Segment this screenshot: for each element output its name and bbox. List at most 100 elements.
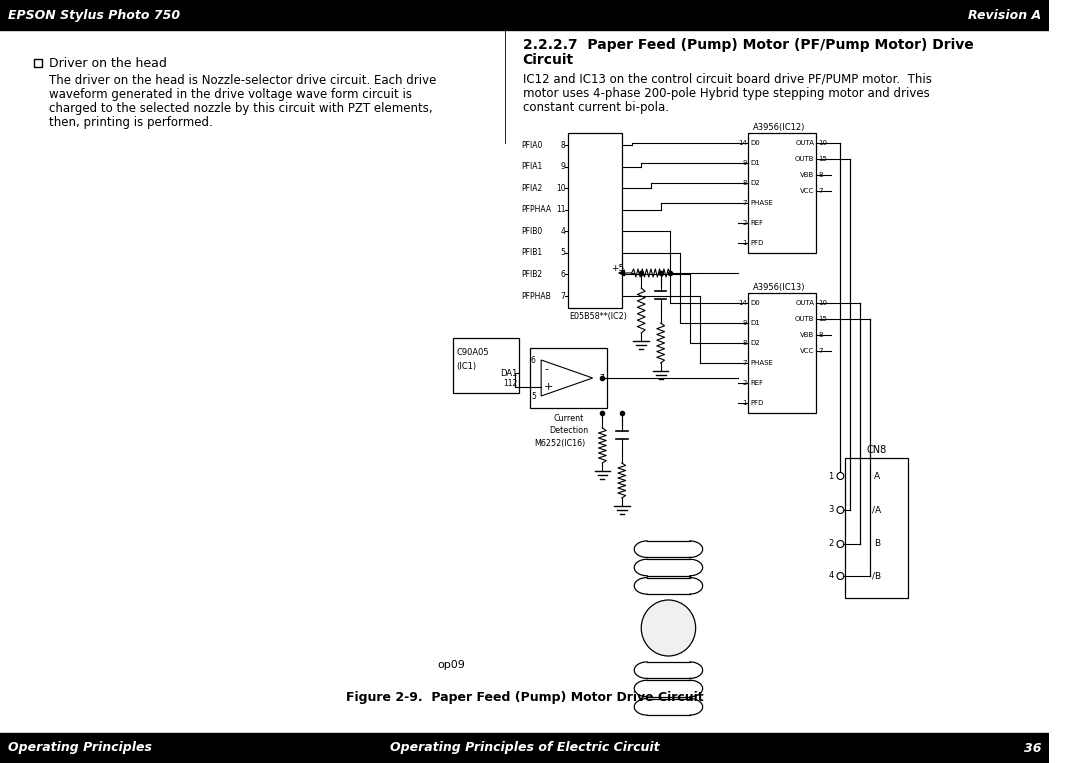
Text: /B: /B bbox=[873, 571, 881, 581]
Text: 4: 4 bbox=[828, 571, 834, 581]
Text: Rotor: Rotor bbox=[656, 623, 681, 633]
Text: 9: 9 bbox=[561, 162, 566, 171]
Text: then, printing is performed.: then, printing is performed. bbox=[49, 115, 213, 128]
Text: 6: 6 bbox=[531, 356, 536, 365]
Circle shape bbox=[837, 540, 843, 548]
Text: 3: 3 bbox=[828, 506, 834, 514]
Text: 8: 8 bbox=[743, 180, 747, 186]
Text: 14: 14 bbox=[739, 300, 747, 306]
Text: 8: 8 bbox=[743, 340, 747, 346]
Text: D2: D2 bbox=[750, 340, 759, 346]
Text: 2: 2 bbox=[828, 539, 834, 549]
Bar bbox=[568, 133, 622, 308]
Text: 9: 9 bbox=[743, 160, 747, 166]
Text: E05B58**(IC2): E05B58**(IC2) bbox=[569, 311, 627, 320]
Text: Operating Principles of Electric Circuit: Operating Principles of Electric Circuit bbox=[390, 742, 660, 755]
Text: 7: 7 bbox=[561, 291, 566, 301]
Text: PFIB0: PFIB0 bbox=[522, 227, 543, 236]
Bar bbox=[0, 733, 1050, 763]
Text: 1: 1 bbox=[743, 400, 747, 406]
Bar bbox=[846, 458, 908, 598]
Text: PFIA2: PFIA2 bbox=[522, 184, 543, 192]
Text: A3956(IC12): A3956(IC12) bbox=[753, 123, 806, 131]
Text: constant current bi-pola.: constant current bi-pola. bbox=[523, 101, 669, 114]
Text: charged to the selected nozzle by this circuit with PZT elements,: charged to the selected nozzle by this c… bbox=[49, 101, 432, 114]
Text: 2: 2 bbox=[743, 380, 747, 386]
Text: PFIB2: PFIB2 bbox=[522, 270, 543, 279]
Text: 15: 15 bbox=[818, 156, 827, 162]
Text: /A: /A bbox=[873, 506, 881, 514]
Text: Detection: Detection bbox=[549, 426, 588, 434]
Text: 6: 6 bbox=[561, 270, 566, 279]
Text: Revision A: Revision A bbox=[969, 8, 1041, 21]
Text: VBB: VBB bbox=[800, 172, 814, 178]
Text: OUTB: OUTB bbox=[795, 316, 814, 322]
Text: REF: REF bbox=[750, 380, 764, 386]
Text: VCC: VCC bbox=[800, 188, 814, 194]
Text: PFD: PFD bbox=[750, 400, 764, 406]
Bar bbox=[748, 133, 816, 253]
Text: CN8: CN8 bbox=[867, 445, 887, 455]
Text: PFPHAB: PFPHAB bbox=[522, 291, 552, 301]
Text: 5: 5 bbox=[531, 391, 536, 401]
Text: D1: D1 bbox=[750, 320, 760, 326]
Text: 14: 14 bbox=[739, 140, 747, 146]
Text: A: A bbox=[874, 472, 880, 481]
Text: 8: 8 bbox=[818, 332, 823, 338]
Text: DA1: DA1 bbox=[500, 369, 517, 378]
Text: 2.2.2.7  Paper Feed (Pump) Motor (PF/Pump Motor) Drive: 2.2.2.7 Paper Feed (Pump) Motor (PF/Pump… bbox=[523, 38, 973, 52]
Text: D0: D0 bbox=[750, 140, 760, 146]
Bar bbox=[529, 348, 607, 408]
Text: OUTA: OUTA bbox=[795, 300, 814, 306]
Circle shape bbox=[837, 507, 843, 513]
Text: Figure 2-9.  Paper Feed (Pump) Motor Drive Circuit: Figure 2-9. Paper Feed (Pump) Motor Driv… bbox=[346, 691, 703, 704]
Text: 7: 7 bbox=[818, 348, 823, 354]
Text: D2: D2 bbox=[750, 180, 759, 186]
Text: Operating Principles: Operating Principles bbox=[8, 742, 152, 755]
Text: 11: 11 bbox=[556, 205, 566, 214]
Text: -: - bbox=[544, 364, 548, 374]
Text: VBB: VBB bbox=[800, 332, 814, 338]
Text: M6252(IC16): M6252(IC16) bbox=[535, 439, 585, 448]
Text: PFIA0: PFIA0 bbox=[522, 140, 543, 150]
Bar bbox=[0, 0, 1050, 30]
Circle shape bbox=[837, 472, 843, 479]
Text: 4: 4 bbox=[561, 227, 566, 236]
Text: 7: 7 bbox=[818, 188, 823, 194]
Text: 15: 15 bbox=[818, 316, 827, 322]
Text: D1: D1 bbox=[750, 160, 760, 166]
Bar bbox=[33, 59, 42, 67]
Text: PHASE: PHASE bbox=[750, 360, 773, 366]
Text: 8: 8 bbox=[818, 172, 823, 178]
Text: PFD: PFD bbox=[750, 240, 764, 246]
Text: (IC1): (IC1) bbox=[457, 362, 476, 371]
Text: 112: 112 bbox=[503, 378, 517, 388]
Text: +: + bbox=[544, 382, 553, 392]
Text: 5: 5 bbox=[561, 249, 566, 257]
Text: C90A05: C90A05 bbox=[457, 347, 489, 356]
Text: Circuit: Circuit bbox=[523, 53, 573, 67]
Text: waveform generated in the drive voltage wave form circuit is: waveform generated in the drive voltage … bbox=[49, 88, 411, 101]
Text: motor uses 4-phase 200-pole Hybrid type stepping motor and drives: motor uses 4-phase 200-pole Hybrid type … bbox=[523, 86, 930, 99]
Text: 9: 9 bbox=[743, 320, 747, 326]
Text: B: B bbox=[874, 539, 880, 549]
Text: +5: +5 bbox=[611, 263, 624, 272]
Text: 1: 1 bbox=[828, 472, 834, 481]
Text: 10: 10 bbox=[556, 184, 566, 192]
Text: 8: 8 bbox=[561, 140, 566, 150]
Text: 2: 2 bbox=[743, 220, 747, 226]
Text: op09: op09 bbox=[437, 660, 465, 670]
Text: 1: 1 bbox=[743, 240, 747, 246]
Text: PFPHAA: PFPHAA bbox=[522, 205, 552, 214]
Circle shape bbox=[837, 572, 843, 580]
Text: OUTB: OUTB bbox=[795, 156, 814, 162]
Bar bbox=[453, 338, 518, 393]
Text: PFIA1: PFIA1 bbox=[522, 162, 543, 171]
Bar bbox=[748, 293, 816, 413]
Text: 7: 7 bbox=[743, 200, 747, 206]
Text: 36: 36 bbox=[1024, 742, 1041, 755]
Text: 7: 7 bbox=[743, 360, 747, 366]
Text: The driver on the head is Nozzle-selector drive circuit. Each drive: The driver on the head is Nozzle-selecto… bbox=[49, 73, 436, 86]
Text: PFIB1: PFIB1 bbox=[522, 249, 543, 257]
Text: 10: 10 bbox=[818, 140, 827, 146]
